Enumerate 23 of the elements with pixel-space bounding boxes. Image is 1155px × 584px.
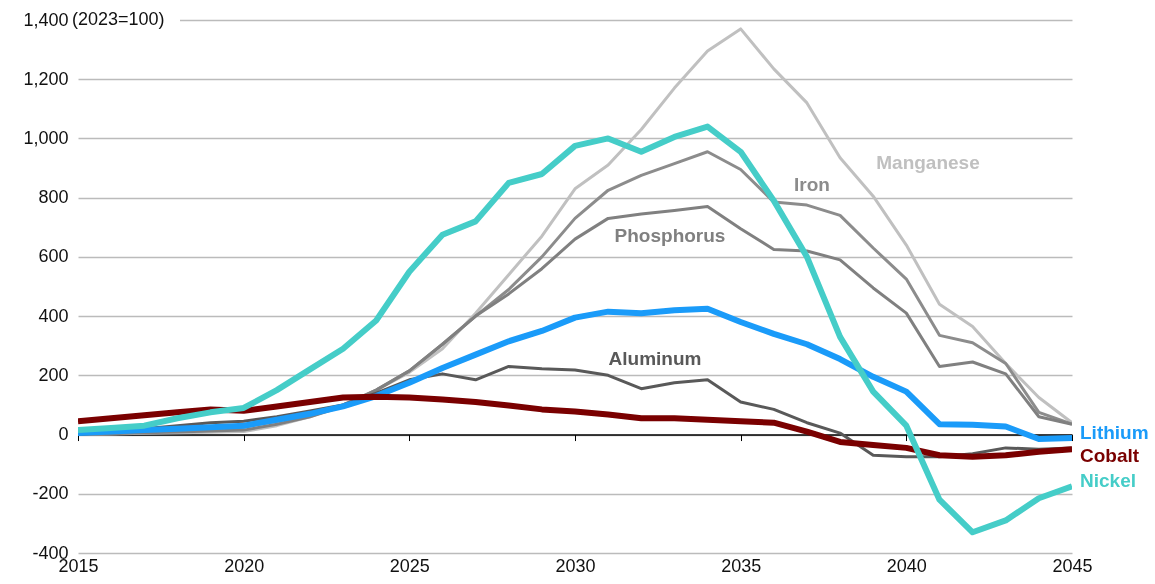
y-tick-label: -200 <box>32 483 69 504</box>
y-tick-label: 0 <box>58 424 69 445</box>
y-tick-label: 1,400 <box>23 9 69 30</box>
y-axis-title: (2023=100) <box>72 9 165 29</box>
y-tick-label: 1,000 <box>23 127 69 148</box>
series-label: Iron <box>794 174 830 195</box>
y-tick-label: 800 <box>38 187 69 208</box>
series-label: Nickel <box>1080 470 1136 491</box>
series-label: Lithium <box>1080 422 1149 443</box>
series-label: Aluminum <box>608 348 702 369</box>
series-label: Cobalt <box>1080 445 1140 466</box>
y-tick-label: 1,200 <box>23 68 69 89</box>
x-tick-label: 2025 <box>389 555 430 576</box>
x-tick-label: 2020 <box>224 555 265 576</box>
series-label: Phosphorus <box>614 225 726 246</box>
x-tick-label: 2040 <box>886 555 927 576</box>
x-tick-label: 2045 <box>1052 555 1093 576</box>
x-tick-label: 2030 <box>555 555 596 576</box>
series-label: Manganese <box>876 152 980 173</box>
y-tick-label: 400 <box>38 305 69 326</box>
y-tick-label: 200 <box>38 364 69 385</box>
y-tick-label: 600 <box>38 246 69 267</box>
x-tick-label: 2035 <box>721 555 762 576</box>
